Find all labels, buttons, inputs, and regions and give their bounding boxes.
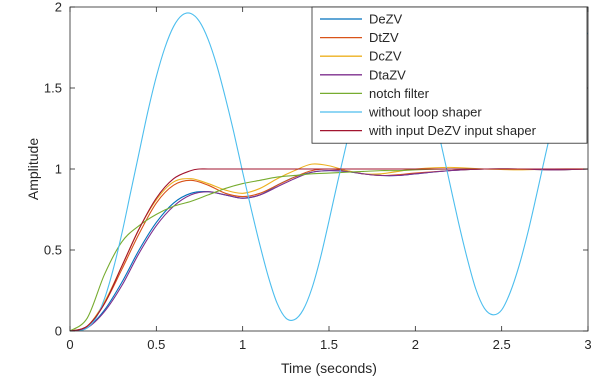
legend: DeZV DtZV DcZV DtaZV notch filter without loo… [311,6,588,144]
legend-label-dtazv: DtaZV [369,67,406,82]
legend-label-dtzv: DtZV [369,30,399,45]
series-line-with-input-dezv-input-shaper [70,168,588,331]
y-tick-label: 1.5 [44,81,62,96]
x-tick-label: 2.5 [493,337,511,352]
x-tick-label: 1.5 [320,337,338,352]
y-axis-title: Amplitude [25,138,41,200]
legend-label-notch-filter: notch filter [369,86,430,101]
series-layer [70,12,588,331]
series-line-without-loop-shaper [70,12,588,331]
x-tick-label: 1 [239,337,246,352]
y-tick-label: 1 [55,162,62,177]
x-tick-label: 2 [412,337,419,352]
x-tick-label: 0 [66,337,73,352]
ticks-layer: 0 0.5 1 1.5 2 2.5 3 0 0.5 1 1.5 2 [44,0,592,352]
x-tick-label: 3 [584,337,591,352]
legend-label-with-input-dezv-input-shaper: with input DeZV input shaper [368,123,537,138]
x-tick-label: 0.5 [147,337,165,352]
y-tick-label: 2 [55,0,62,15]
legend-label-without-loop-shaper: without loop shaper [368,105,482,120]
legend-label-dezv: DeZV [369,12,403,27]
y-tick-label: 0 [55,324,62,339]
x-axis-title: Time (seconds) [281,360,377,376]
legend-label-dczv: DcZV [369,49,402,64]
y-tick-label: 0.5 [44,243,62,258]
